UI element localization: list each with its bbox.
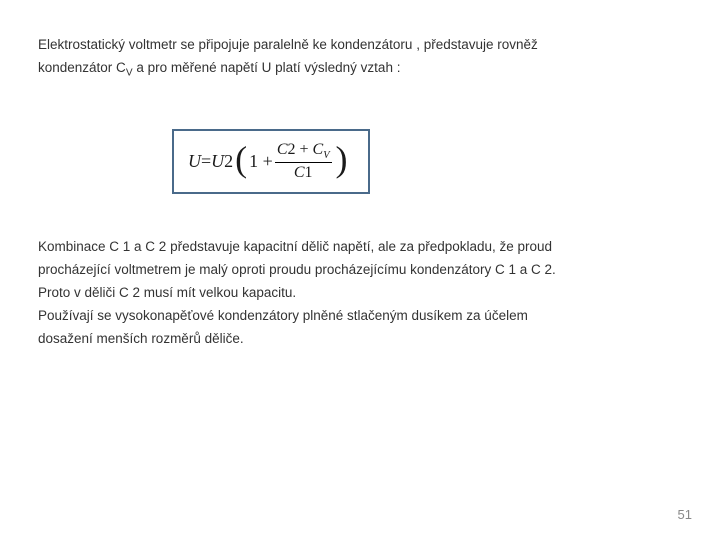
num-C-a: C bbox=[277, 141, 288, 158]
formula-U: U bbox=[188, 151, 201, 172]
formula-numerator: C2 + CV bbox=[275, 141, 332, 164]
body-line-3: Proto v děliči C 2 musí mít velkou kapac… bbox=[38, 284, 682, 303]
body-line-4: Používají se vysokonapěťové kondenzátory… bbox=[38, 307, 682, 326]
formula-fraction: C2 + CV C1 bbox=[275, 141, 332, 182]
intro-line2-pre: kondenzátor C bbox=[38, 60, 126, 75]
body-line-2: procházející voltmetrem je malý oproti p… bbox=[38, 261, 682, 280]
body-line-5: dosažení menších rozměrů děliče. bbox=[38, 330, 682, 349]
formula-one-plus: 1 + bbox=[249, 151, 273, 172]
formula: U = U 2 ( 1 + C2 + CV C1 ) bbox=[188, 141, 350, 182]
formula-eq: = bbox=[201, 151, 211, 172]
intro-line2-sub: V bbox=[126, 68, 133, 79]
formula-box: U = U 2 ( 1 + C2 + CV C1 ) bbox=[172, 129, 370, 194]
intro-line2-post: a pro měřené napětí U platí výsledný vzt… bbox=[133, 60, 401, 75]
num-plus: + bbox=[295, 141, 312, 158]
formula-denominator: C1 bbox=[292, 163, 315, 182]
body-line-1: Kombinace C 1 a C 2 představuje kapacitn… bbox=[38, 238, 682, 257]
intro-line-2: kondenzátor CV a pro měřené napětí U pla… bbox=[38, 59, 682, 81]
den-C: C bbox=[294, 164, 305, 181]
den-1: 1 bbox=[305, 164, 313, 181]
page-number: 51 bbox=[678, 507, 692, 522]
formula-two: 2 bbox=[224, 151, 233, 172]
num-C-b: C bbox=[313, 141, 324, 158]
intro-line-1: Elektrostatický voltmetr se připojuje pa… bbox=[38, 36, 682, 55]
formula-U2: U bbox=[211, 151, 224, 172]
num-sub-v: V bbox=[323, 150, 329, 161]
